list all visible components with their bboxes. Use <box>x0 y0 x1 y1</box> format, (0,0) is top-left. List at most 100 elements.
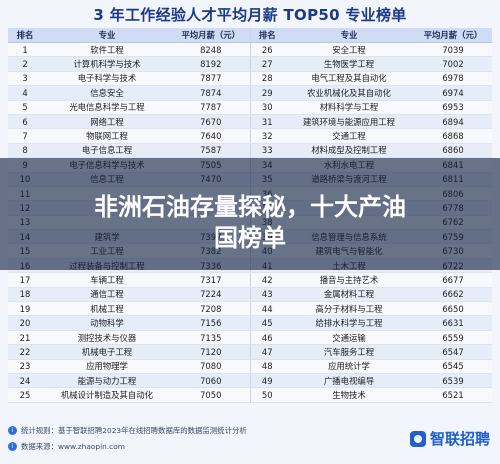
header-rank-left: 排名 <box>8 28 42 43</box>
headline: 非洲石油存量探秘，十大产油 国榜单 <box>0 192 500 254</box>
header-salary-right: 平均月薪（元） <box>414 28 492 43</box>
cell-major-right: 金属材料工程 <box>284 287 414 303</box>
cell-salary-right: 6650 <box>414 301 492 317</box>
cell-rank-right: 47 <box>249 344 284 360</box>
info-icon: i <box>8 441 17 451</box>
cell-major-right: 汽车服务工程 <box>284 344 414 360</box>
cell-salary-right: 6559 <box>414 330 492 346</box>
table-row: 4 信息安全 7874 29 农业机械化及其自动化 6974 <box>8 85 492 101</box>
cell-salary-left: 7080 <box>172 359 250 374</box>
footnote-rule-text: 统计规则：基于智联招聘2023年在线招聘数据库的数据监测统计分析 <box>21 425 247 435</box>
cell-salary-right: 6978 <box>414 71 492 87</box>
cell-rank-left: 20 <box>8 315 42 331</box>
footnotes: i 统计规则：基于智联招聘2023年在线招聘数据库的数据监测统计分析 i 数据来… <box>8 420 492 460</box>
cell-major-left: 电子科学与技术 <box>42 71 172 87</box>
cell-major-right: 播音与主持艺术 <box>284 272 414 288</box>
cell-salary-right: 6662 <box>414 287 492 303</box>
cell-salary-left: 7050 <box>172 387 250 403</box>
cell-major-right: 材料科学与工程 <box>284 100 414 115</box>
cell-salary-left: 7120 <box>172 344 250 360</box>
cell-major-left: 车辆工程 <box>42 272 172 288</box>
header-salary-left: 平均月薪（元） <box>172 28 250 43</box>
cell-major-right: 给排水科学与工程 <box>284 315 414 331</box>
cell-rank-right: 48 <box>249 359 284 374</box>
cell-salary-left: 7224 <box>172 287 250 303</box>
cell-salary-left: 8248 <box>172 42 250 58</box>
cell-rank-left: 25 <box>8 387 42 403</box>
cell-major-right: 高分子材料与工程 <box>284 301 414 317</box>
table-row: 2 计算机科学与技术 8192 27 生物医学工程 7002 <box>8 56 492 72</box>
cell-salary-left: 7877 <box>172 71 250 87</box>
poster-title: 3 年工作经验人才平均月薪 TOP50 专业榜单 <box>93 6 407 24</box>
cell-salary-right: 6539 <box>414 373 492 389</box>
cell-salary-left: 7670 <box>172 114 250 130</box>
cell-rank-right: 49 <box>249 373 284 389</box>
cell-major-left: 测控技术与仪器 <box>42 330 172 346</box>
cell-rank-right: 42 <box>249 272 284 288</box>
cell-salary-right: 6974 <box>414 85 492 101</box>
cell-salary-right: 6677 <box>414 272 492 288</box>
cell-rank-left: 7 <box>8 128 42 144</box>
headline-line-1: 非洲石油存量探秘，十大产油 <box>94 193 406 221</box>
cell-major-left: 机械设计制造及其自动化 <box>42 387 172 403</box>
brand-logo: 智联招聘 <box>409 428 490 449</box>
cell-salary-right: 6953 <box>414 100 492 115</box>
cell-major-left: 能源与动力工程 <box>42 373 172 389</box>
cell-salary-right: 7002 <box>414 56 492 72</box>
cell-rank-left: 18 <box>8 287 42 303</box>
footnote-source-text: 数据来源：www.zhaopin.com <box>21 441 125 451</box>
cell-salary-right: 6860 <box>414 143 492 159</box>
cell-salary-left: 7640 <box>172 128 250 144</box>
cell-salary-right: 6547 <box>414 344 492 360</box>
cell-salary-left: 8192 <box>172 56 250 72</box>
cell-rank-right: 43 <box>249 287 284 303</box>
cell-major-left: 计算机科学与技术 <box>42 56 172 72</box>
table-row: 22 机械电子工程 7120 47 汽车服务工程 6547 <box>8 344 492 360</box>
table-row: 7 物联网工程 7640 32 交通工程 6868 <box>8 128 492 144</box>
cell-rank-left: 19 <box>8 301 42 317</box>
cell-major-left: 电子信息工程 <box>42 143 172 159</box>
cell-rank-left: 2 <box>8 56 42 72</box>
cell-major-right: 交通运输 <box>284 330 414 346</box>
cell-rank-right: 32 <box>249 128 284 144</box>
table-header-row: 排名 专业 平均月薪（元） 排名 专业 平均月薪（元） <box>8 28 492 43</box>
table-row: 17 车辆工程 7317 42 播音与主持艺术 6677 <box>8 272 492 288</box>
table-row: 23 应用物理学 7080 48 应用统计学 6545 <box>8 359 492 374</box>
cell-major-right: 广播电视编导 <box>284 373 414 389</box>
header-major-left: 专业 <box>42 28 172 43</box>
cell-rank-left: 23 <box>8 359 42 374</box>
cell-rank-right: 26 <box>249 42 284 58</box>
cell-rank-right: 44 <box>249 301 284 317</box>
cell-rank-left: 21 <box>8 330 42 346</box>
table-row: 19 机械工程 7208 44 高分子材料与工程 6650 <box>8 301 492 317</box>
cell-salary-left: 7874 <box>172 85 250 101</box>
cell-rank-left: 24 <box>8 373 42 389</box>
table-row: 24 能源与动力工程 7060 49 广播电视编导 6539 <box>8 373 492 389</box>
cell-rank-left: 5 <box>8 100 42 115</box>
cell-salary-left: 7135 <box>172 330 250 346</box>
cell-major-right: 电气工程及其自动化 <box>284 71 414 87</box>
cell-major-left: 通信工程 <box>42 287 172 303</box>
cell-major-left: 软件工程 <box>42 42 172 58</box>
cell-major-right: 安全工程 <box>284 42 414 58</box>
table-row: 21 测控技术与仪器 7135 46 交通运输 6559 <box>8 330 492 346</box>
cell-salary-right: 6868 <box>414 128 492 144</box>
cell-salary-right: 6894 <box>414 114 492 130</box>
cell-salary-left: 7587 <box>172 143 250 159</box>
cell-rank-left: 8 <box>8 143 42 159</box>
table-row: 18 通信工程 7224 43 金属材料工程 6662 <box>8 287 492 303</box>
cell-rank-left: 1 <box>8 42 42 58</box>
cell-major-right: 建筑环境与能源应用工程 <box>284 114 414 130</box>
headline-overlay <box>0 158 500 270</box>
cell-major-left: 机械工程 <box>42 301 172 317</box>
cell-rank-left: 17 <box>8 272 42 288</box>
cell-major-right: 材料成型及控制工程 <box>284 143 414 159</box>
cell-rank-right: 46 <box>249 330 284 346</box>
cell-salary-left: 7208 <box>172 301 250 317</box>
footnote-source: i 数据来源：www.zhaopin.com <box>8 440 492 452</box>
cell-major-left: 光电信息科学与工程 <box>42 100 172 115</box>
cell-rank-right: 28 <box>249 71 284 87</box>
table-row: 3 电子科学与技术 7877 28 电气工程及其自动化 6978 <box>8 71 492 87</box>
cell-rank-right: 33 <box>249 143 284 159</box>
